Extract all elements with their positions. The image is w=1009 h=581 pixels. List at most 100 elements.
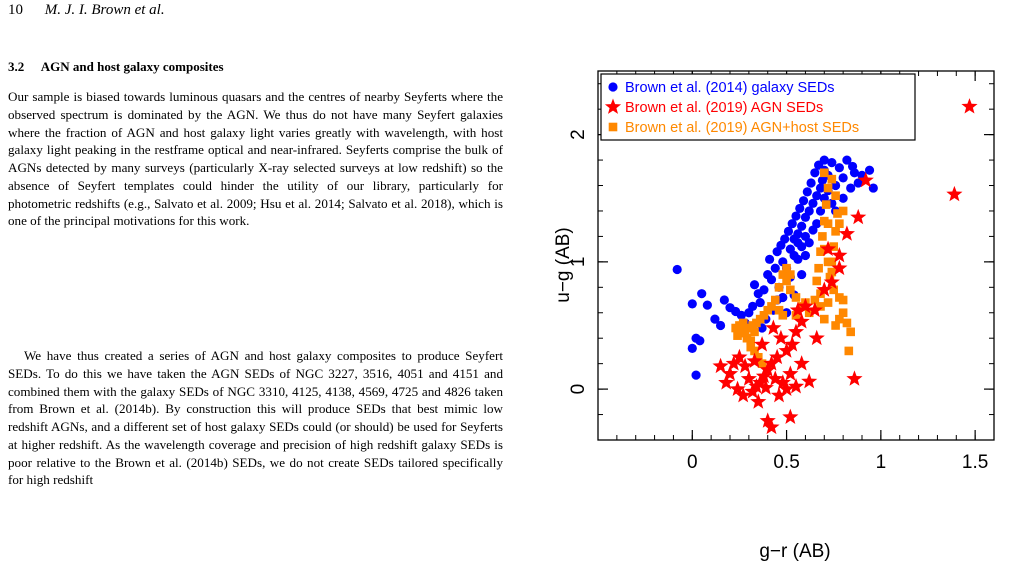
agn-sed-point bbox=[744, 383, 761, 399]
body-paragraph-1: Our sample is biased towards luminous qu… bbox=[8, 89, 503, 229]
galaxy-sed-point bbox=[812, 191, 822, 201]
galaxy-sed-point bbox=[789, 250, 799, 261]
agn-host-sed-point bbox=[778, 311, 788, 320]
galaxy-sed-point bbox=[846, 183, 856, 193]
x-axis-label: g−r (AB) bbox=[759, 541, 830, 562]
agn-host-sed-point bbox=[831, 227, 840, 236]
galaxy-sed-point bbox=[797, 221, 807, 231]
agn-host-sed-point bbox=[827, 267, 837, 277]
agn-host-sed-point bbox=[753, 352, 763, 362]
galaxy-sed-point bbox=[697, 289, 707, 299]
galaxy-sed-point bbox=[834, 163, 844, 173]
agn-host-sed-point bbox=[757, 359, 767, 368]
agn-sed-point bbox=[808, 329, 825, 346]
agn-host-sed-point bbox=[821, 200, 831, 209]
agn-sed-point bbox=[789, 301, 806, 318]
galaxy-sed-point bbox=[778, 292, 788, 303]
agn-sed-point bbox=[782, 408, 799, 424]
agn-sed-point bbox=[831, 247, 848, 263]
agn-sed-point bbox=[731, 348, 748, 365]
scatter-chart: 0 0.5 1 1.5 0 1 2 Brown et al. (2014) galaxy S… bbox=[553, 70, 995, 562]
running-head: 10 M. J. I. Brown et al. bbox=[8, 2, 165, 19]
galaxy-sed-point bbox=[770, 263, 780, 273]
galaxy-sed-point bbox=[800, 250, 811, 261]
agn-sed-point bbox=[769, 348, 786, 365]
agn-sed-point bbox=[757, 379, 774, 395]
galaxy-sed-point bbox=[795, 203, 805, 214]
agn-sed-point bbox=[755, 367, 773, 384]
galaxy-sed-point bbox=[715, 320, 726, 331]
legend-marker bbox=[608, 82, 618, 92]
agn-sed-point bbox=[767, 370, 784, 386]
galaxy-sed-point bbox=[672, 264, 682, 275]
legend-entry: Brown et al. (2019) AGN+host SEDs bbox=[625, 120, 859, 136]
galaxy-sed-point bbox=[691, 370, 701, 380]
agn-host-sed-point bbox=[750, 327, 759, 337]
agn-host-sed-point bbox=[774, 305, 784, 315]
section-title: AGN and host galaxy composites bbox=[40, 59, 224, 74]
galaxy-sed-point bbox=[759, 285, 769, 295]
legend-marker bbox=[604, 98, 622, 114]
galaxy-sed-point bbox=[765, 254, 775, 264]
galaxy-sed-point bbox=[864, 165, 875, 175]
agn-sed-point bbox=[718, 374, 735, 390]
galaxy-sed-point bbox=[695, 336, 705, 346]
y-axis-label: u−g (AB) bbox=[553, 227, 574, 303]
agn-host-sed-point bbox=[842, 318, 852, 328]
agn-sed-point bbox=[961, 98, 978, 114]
agn-sed-point bbox=[740, 370, 757, 386]
agn-host-sed-point bbox=[782, 276, 791, 286]
galaxy-sed-point bbox=[868, 183, 878, 193]
agn-sed-point bbox=[746, 352, 763, 368]
agn-sed-point bbox=[787, 378, 805, 394]
agn-host-sed-point bbox=[763, 305, 773, 315]
galaxy-sed-point bbox=[808, 225, 818, 235]
agn-sed-point bbox=[806, 301, 823, 318]
agn-host-sed-point bbox=[746, 342, 756, 352]
agn-sed-point bbox=[750, 393, 767, 409]
agn-host-sed-point bbox=[791, 293, 801, 302]
agn-host-sed-point bbox=[829, 285, 839, 295]
agn-host-sed-point bbox=[838, 308, 848, 318]
agn-sed-point bbox=[793, 355, 810, 371]
agn-host-sed-point bbox=[838, 206, 848, 216]
agn-sed-point bbox=[857, 171, 874, 188]
galaxy-sed-point bbox=[808, 198, 818, 208]
agn-host-sed-point bbox=[825, 272, 835, 282]
galaxy-sed-point bbox=[797, 269, 807, 280]
agn-sed-point bbox=[763, 355, 780, 371]
agn-sed-point bbox=[846, 370, 863, 386]
agn-sed-point bbox=[946, 185, 963, 202]
agn-host-sed-point bbox=[791, 311, 801, 320]
agn-host-sed-point bbox=[770, 295, 780, 305]
agn-host-sed-point bbox=[823, 183, 833, 193]
agn-sed-point bbox=[729, 380, 746, 396]
agn-sed-point bbox=[765, 319, 782, 335]
y-tick-label: 2 bbox=[568, 129, 589, 140]
agn-sed-point bbox=[778, 380, 795, 396]
agn-host-sed-point bbox=[819, 168, 829, 178]
galaxy-sed-point bbox=[793, 229, 803, 239]
galaxy-sed-point bbox=[755, 297, 765, 308]
agn-host-sed-point bbox=[778, 270, 788, 279]
agn-sed-point bbox=[759, 412, 776, 428]
agn-host-sed-point bbox=[819, 314, 829, 324]
agn-host-sed-point bbox=[786, 270, 795, 279]
agn-host-sed-point bbox=[816, 302, 825, 311]
galaxy-sed-point bbox=[806, 178, 816, 188]
galaxy-sed-point bbox=[719, 295, 729, 305]
agn-sed-point bbox=[759, 361, 776, 377]
agn-host-sed-point bbox=[804, 308, 814, 318]
galaxy-sed-point bbox=[819, 155, 829, 165]
agn-host-sed-point bbox=[746, 336, 756, 346]
galaxy-sed-point bbox=[838, 193, 848, 203]
legend-box bbox=[600, 73, 916, 141]
agn-host-sed-point bbox=[733, 331, 742, 340]
agn-sed-point bbox=[816, 281, 833, 297]
legend-entry: Brown et al. (2014) galaxy SEDs bbox=[625, 80, 835, 96]
agn-sed-point bbox=[721, 365, 739, 381]
galaxy-sed-point bbox=[804, 206, 814, 216]
galaxy-sed-point bbox=[838, 173, 848, 183]
agn-host-sed-point bbox=[738, 318, 748, 328]
agn-host-sed-point bbox=[844, 346, 854, 356]
